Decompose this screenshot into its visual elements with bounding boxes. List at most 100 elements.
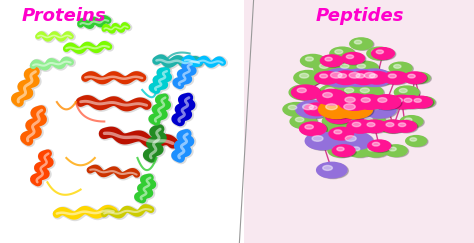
- Circle shape: [328, 144, 353, 157]
- Circle shape: [383, 122, 392, 127]
- Circle shape: [384, 145, 407, 156]
- Text: Proteins: Proteins: [22, 7, 106, 25]
- Circle shape: [305, 102, 335, 118]
- Circle shape: [319, 74, 328, 78]
- Circle shape: [367, 47, 392, 60]
- Circle shape: [357, 69, 392, 87]
- Circle shape: [389, 95, 415, 109]
- Circle shape: [388, 74, 396, 78]
- Circle shape: [389, 147, 396, 151]
- Circle shape: [328, 117, 337, 122]
- Circle shape: [383, 71, 408, 84]
- Circle shape: [327, 111, 354, 124]
- Circle shape: [403, 72, 426, 84]
- Circle shape: [323, 69, 359, 87]
- Circle shape: [323, 93, 332, 97]
- Circle shape: [305, 132, 339, 150]
- Circle shape: [337, 147, 344, 151]
- Circle shape: [399, 88, 407, 93]
- Circle shape: [322, 56, 345, 67]
- Circle shape: [367, 122, 375, 127]
- Circle shape: [364, 117, 373, 122]
- Circle shape: [365, 71, 389, 84]
- Circle shape: [283, 103, 310, 116]
- Circle shape: [351, 71, 377, 85]
- Circle shape: [302, 104, 313, 110]
- Circle shape: [380, 98, 388, 102]
- Circle shape: [334, 72, 361, 85]
- Circle shape: [368, 147, 376, 151]
- Circle shape: [329, 145, 354, 158]
- Circle shape: [314, 61, 342, 75]
- Circle shape: [310, 105, 319, 110]
- Circle shape: [306, 104, 330, 116]
- Circle shape: [338, 94, 371, 110]
- Circle shape: [383, 121, 407, 133]
- Circle shape: [320, 101, 356, 119]
- Circle shape: [342, 114, 371, 129]
- Circle shape: [379, 120, 403, 133]
- Circle shape: [305, 57, 313, 61]
- Circle shape: [297, 101, 331, 119]
- Circle shape: [291, 86, 319, 100]
- Circle shape: [363, 144, 388, 157]
- Circle shape: [345, 97, 355, 102]
- Circle shape: [330, 47, 355, 60]
- Circle shape: [374, 95, 401, 109]
- Circle shape: [322, 114, 351, 129]
- Circle shape: [284, 103, 311, 117]
- Circle shape: [396, 87, 420, 99]
- Circle shape: [320, 85, 351, 101]
- Circle shape: [338, 101, 374, 119]
- Circle shape: [335, 50, 343, 54]
- Circle shape: [355, 85, 383, 100]
- Circle shape: [359, 70, 393, 87]
- Circle shape: [325, 57, 332, 61]
- Circle shape: [307, 133, 341, 150]
- Circle shape: [366, 72, 391, 85]
- Circle shape: [372, 95, 401, 109]
- Circle shape: [347, 144, 372, 157]
- Circle shape: [386, 122, 394, 127]
- Circle shape: [301, 123, 328, 136]
- Circle shape: [345, 136, 356, 141]
- Circle shape: [372, 71, 396, 84]
- Circle shape: [394, 65, 401, 68]
- Circle shape: [301, 54, 325, 67]
- Circle shape: [326, 104, 337, 110]
- Circle shape: [324, 115, 352, 130]
- Circle shape: [404, 98, 412, 102]
- Circle shape: [355, 40, 362, 44]
- Bar: [0, 0, 244, 243]
- Circle shape: [369, 74, 377, 78]
- Circle shape: [385, 72, 410, 85]
- Circle shape: [330, 128, 355, 141]
- Circle shape: [334, 146, 356, 157]
- Circle shape: [348, 117, 357, 122]
- Circle shape: [334, 130, 342, 134]
- Circle shape: [394, 121, 417, 132]
- Circle shape: [335, 61, 362, 75]
- Circle shape: [317, 162, 347, 178]
- Circle shape: [352, 147, 360, 151]
- Circle shape: [327, 100, 365, 119]
- Circle shape: [410, 73, 431, 84]
- Circle shape: [325, 69, 361, 88]
- Circle shape: [408, 74, 415, 78]
- Circle shape: [405, 73, 428, 84]
- Circle shape: [313, 130, 322, 134]
- Circle shape: [335, 104, 347, 110]
- Circle shape: [315, 61, 344, 76]
- Circle shape: [360, 115, 387, 129]
- Circle shape: [415, 97, 436, 108]
- Circle shape: [344, 104, 356, 110]
- Circle shape: [410, 96, 432, 108]
- Circle shape: [329, 127, 354, 140]
- Circle shape: [394, 98, 402, 102]
- Circle shape: [364, 72, 375, 78]
- Circle shape: [344, 70, 378, 87]
- Circle shape: [368, 48, 393, 61]
- Circle shape: [333, 147, 341, 151]
- Circle shape: [372, 50, 380, 54]
- Circle shape: [354, 104, 366, 110]
